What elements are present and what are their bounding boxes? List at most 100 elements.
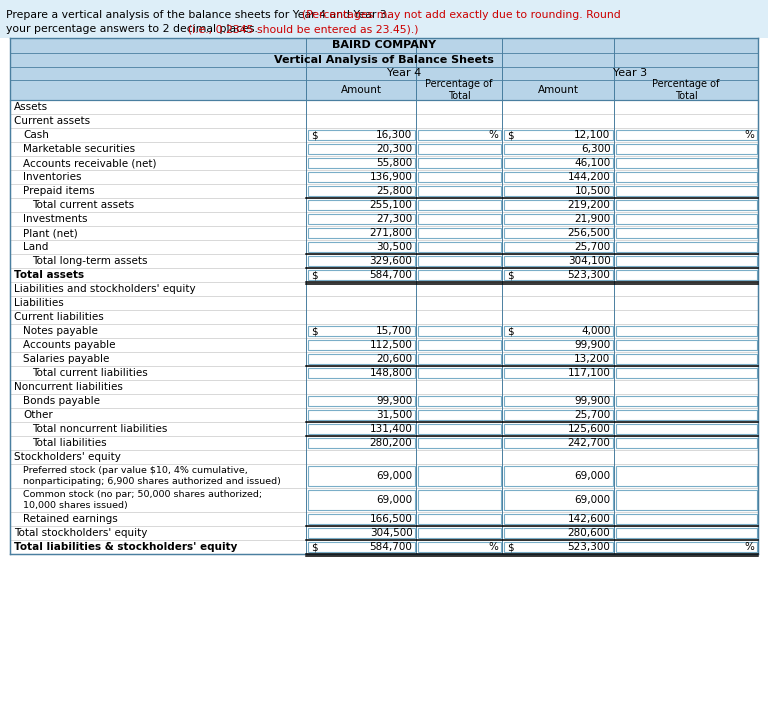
Text: %: % <box>745 542 754 552</box>
Text: Salaries payable: Salaries payable <box>23 354 109 364</box>
Text: $: $ <box>507 542 514 552</box>
Bar <box>615 130 756 140</box>
Text: $: $ <box>311 326 318 336</box>
Text: 304,500: 304,500 <box>369 528 412 538</box>
Bar <box>418 368 501 378</box>
Text: Land: Land <box>23 242 48 252</box>
Bar <box>504 200 613 210</box>
Bar <box>504 242 613 252</box>
Text: 20,600: 20,600 <box>376 354 412 364</box>
Text: 25,700: 25,700 <box>574 242 611 252</box>
Text: 12,100: 12,100 <box>574 130 611 140</box>
Bar <box>615 228 756 238</box>
Text: Total assets: Total assets <box>14 270 84 280</box>
Bar <box>504 326 613 336</box>
Text: Percentage of
Total: Percentage of Total <box>425 79 493 101</box>
Bar <box>504 490 613 510</box>
Bar <box>418 256 501 266</box>
Bar <box>307 396 415 406</box>
Text: 148,800: 148,800 <box>369 368 412 378</box>
Bar <box>615 354 756 364</box>
Bar <box>307 172 415 182</box>
Text: 6,300: 6,300 <box>581 144 611 154</box>
Text: 523,300: 523,300 <box>568 270 611 280</box>
Text: 15,700: 15,700 <box>376 326 412 336</box>
Bar <box>418 410 501 420</box>
Text: $: $ <box>311 270 318 280</box>
Text: Stockholders' equity: Stockholders' equity <box>14 452 121 462</box>
Text: Common stock (no par; 50,000 shares authorized;
10,000 shares issued): Common stock (no par; 50,000 shares auth… <box>23 490 262 511</box>
Bar <box>504 172 613 182</box>
Text: 166,500: 166,500 <box>369 514 412 524</box>
Text: Investments: Investments <box>23 214 88 224</box>
Bar <box>615 368 756 378</box>
Text: Preferred stock (par value $10, 4% cumulative,
nonparticipating; 6,900 shares au: Preferred stock (par value $10, 4% cumul… <box>23 466 281 486</box>
Bar <box>504 186 613 196</box>
Text: 112,500: 112,500 <box>369 340 412 350</box>
Bar <box>504 514 613 524</box>
Text: 55,800: 55,800 <box>376 158 412 168</box>
Text: 131,400: 131,400 <box>369 424 412 434</box>
Text: your percentage answers to 2 decimal places.: your percentage answers to 2 decimal pla… <box>6 24 261 34</box>
Bar <box>418 514 501 524</box>
Text: Total liabilities & stockholders' equity: Total liabilities & stockholders' equity <box>14 542 237 552</box>
Bar <box>307 542 415 552</box>
Bar <box>418 186 501 196</box>
Text: Prepare a vertical analysis of the balance sheets for Year 4 and Year 3.: Prepare a vertical analysis of the balan… <box>6 10 394 20</box>
Text: Prepaid items: Prepaid items <box>23 186 94 196</box>
Bar <box>615 466 756 486</box>
Text: 4,000: 4,000 <box>581 326 611 336</box>
Bar <box>418 200 501 210</box>
Bar <box>418 172 501 182</box>
Text: 16,300: 16,300 <box>376 130 412 140</box>
Bar <box>0 0 768 38</box>
Bar <box>504 424 613 434</box>
Bar <box>504 354 613 364</box>
Text: 584,700: 584,700 <box>369 270 412 280</box>
Text: 21,900: 21,900 <box>574 214 611 224</box>
Text: 99,900: 99,900 <box>376 396 412 406</box>
Text: $: $ <box>311 130 318 140</box>
Bar <box>418 396 501 406</box>
Text: 304,100: 304,100 <box>568 256 611 266</box>
Bar <box>615 528 756 538</box>
Bar <box>615 438 756 448</box>
Bar <box>418 270 501 280</box>
Text: %: % <box>488 130 498 140</box>
Text: Total stockholders' equity: Total stockholders' equity <box>14 528 147 538</box>
Bar <box>504 158 613 168</box>
Bar <box>615 200 756 210</box>
Bar <box>307 424 415 434</box>
Bar <box>10 100 758 554</box>
Text: Year 3: Year 3 <box>613 69 647 79</box>
Text: %: % <box>745 130 754 140</box>
Bar <box>615 172 756 182</box>
Text: $: $ <box>507 130 514 140</box>
Text: Total liabilities: Total liabilities <box>32 438 107 448</box>
Bar <box>307 438 415 448</box>
Text: Noncurrent liabilities: Noncurrent liabilities <box>14 382 123 392</box>
Text: Total current assets: Total current assets <box>32 200 134 210</box>
Bar <box>307 130 415 140</box>
Bar <box>418 528 501 538</box>
Text: 329,600: 329,600 <box>369 256 412 266</box>
Text: BAIRD COMPANY: BAIRD COMPANY <box>332 41 436 51</box>
Bar <box>307 228 415 238</box>
Text: 99,900: 99,900 <box>574 340 611 350</box>
Bar <box>418 242 501 252</box>
Bar <box>307 256 415 266</box>
Text: 125,600: 125,600 <box>568 424 611 434</box>
Bar <box>418 424 501 434</box>
Text: 31,500: 31,500 <box>376 410 412 420</box>
Bar <box>418 490 501 510</box>
Bar <box>307 354 415 364</box>
Text: 271,800: 271,800 <box>369 228 412 238</box>
Text: 46,100: 46,100 <box>574 158 611 168</box>
Text: 280,200: 280,200 <box>369 438 412 448</box>
Text: Inventories: Inventories <box>23 172 81 182</box>
Bar <box>615 542 756 552</box>
Bar <box>10 100 758 554</box>
Bar <box>418 438 501 448</box>
Text: Year 4: Year 4 <box>387 69 421 79</box>
Text: Other: Other <box>23 410 53 420</box>
